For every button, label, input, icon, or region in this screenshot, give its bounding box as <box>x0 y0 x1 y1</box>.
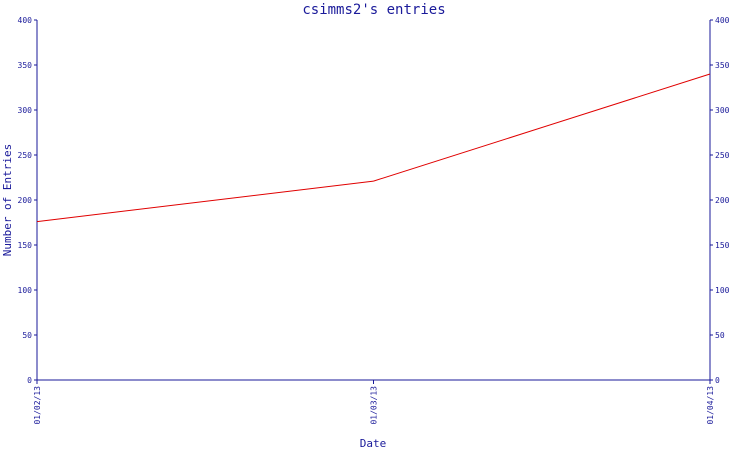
right-y-tick-label: 0 <box>715 376 720 385</box>
plot-area <box>36 20 711 381</box>
series-0-segment <box>36 180 374 223</box>
left-y-tick-label: 350 <box>18 61 33 70</box>
series-layer <box>36 73 711 223</box>
plot-background <box>37 20 710 380</box>
right-y-tick-label: 250 <box>715 151 730 160</box>
right-y-tick-label: 300 <box>715 106 730 115</box>
left-y-tick-label: 250 <box>18 151 33 160</box>
right-y-tick-label: 100 <box>715 286 730 295</box>
x-ticks: 01/02/13 01/03/13 01/04/13 <box>33 380 715 425</box>
left-y-tick-label: 0 <box>27 376 32 385</box>
x-tick-label: 01/02/13 <box>33 386 42 425</box>
x-tick-label: 01/04/13 <box>706 386 715 425</box>
series-0-segment <box>373 73 711 182</box>
right-y-ticks: 0 50 100 150 200 250 300 350 400 <box>710 16 730 385</box>
y-axis-label: Number of Entries <box>1 144 14 257</box>
right-y-tick-label: 150 <box>715 241 730 250</box>
left-y-tick-label: 300 <box>18 106 33 115</box>
chart-title: csimms2's entries <box>302 2 445 18</box>
left-y-ticks: 0 50 100 150 200 250 300 350 400 <box>18 16 37 385</box>
left-y-tick-label: 400 <box>18 16 33 25</box>
left-y-tick-label: 50 <box>22 331 32 340</box>
left-y-tick-label: 150 <box>18 241 33 250</box>
x-tick-label: 01/03/13 <box>370 386 379 425</box>
left-y-tick-label: 200 <box>18 196 33 205</box>
right-y-tick-label: 350 <box>715 61 730 70</box>
right-y-tick-label: 200 <box>715 196 730 205</box>
right-y-tick-label: 50 <box>715 331 725 340</box>
right-y-tick-label: 400 <box>715 16 730 25</box>
x-axis-label: Date <box>360 437 387 450</box>
left-y-tick-label: 100 <box>18 286 33 295</box>
